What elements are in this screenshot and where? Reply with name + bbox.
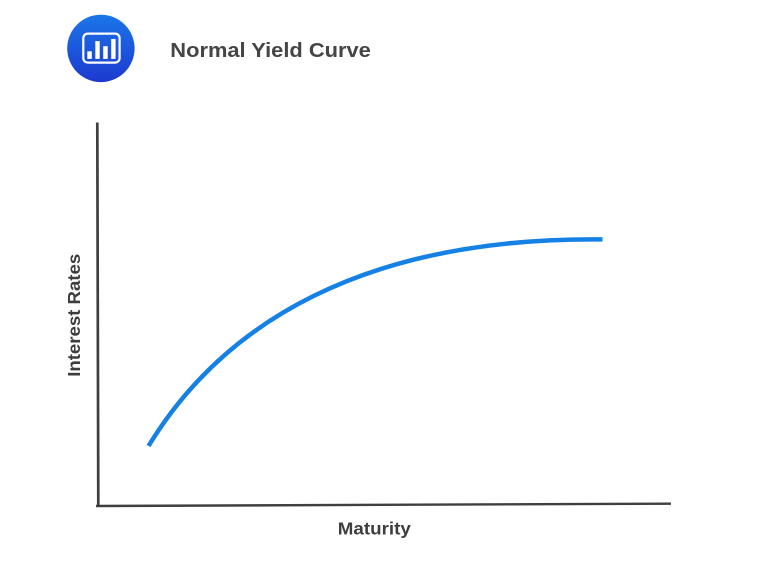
svg-text:Normal Yield Curve: Normal Yield Curve bbox=[170, 40, 370, 62]
svg-text:Interest Rates: Interest Rates bbox=[64, 254, 84, 377]
svg-text:Maturity: Maturity bbox=[338, 518, 411, 538]
